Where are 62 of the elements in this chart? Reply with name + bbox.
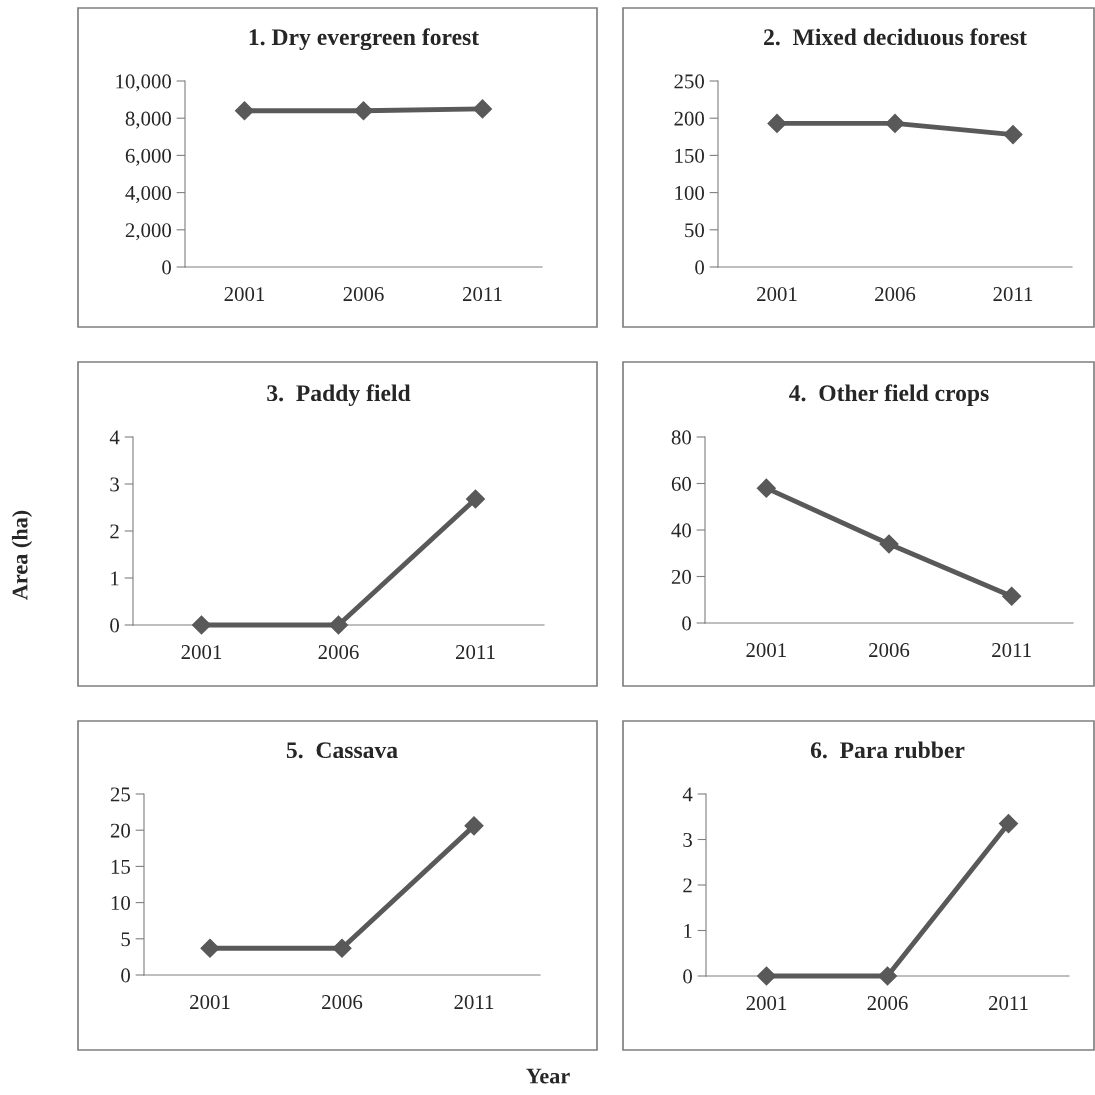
x-tick-label: 2001: [181, 645, 222, 660]
y-axis-title: Area (ha): [11, 510, 33, 600]
x-tick-label: 2001: [190, 995, 230, 1010]
x-tick-label: 2006: [875, 287, 916, 302]
x-tick-label: 2011: [455, 645, 495, 660]
point: [879, 534, 899, 554]
x-tick-label: 2011: [988, 996, 1028, 1011]
point: [756, 478, 776, 498]
x-axis-title: Year: [526, 1068, 570, 1084]
y-tick-label: 4,000: [125, 185, 172, 204]
y-tick-label: 4: [682, 787, 693, 802]
x-tick-label: 2011: [993, 287, 1033, 302]
y-tick-label: 3: [683, 832, 692, 847]
y-tick-label: 1: [684, 923, 692, 938]
y-tick-label: 80: [671, 430, 692, 445]
x-tick-label: 2006: [869, 643, 910, 658]
y-tick-label: 200: [674, 111, 705, 126]
x-tick-label: 2011: [462, 287, 502, 302]
y-tick-label: 6,000: [125, 148, 172, 166]
y-tick-label: 2,000: [125, 223, 172, 241]
y-tick-label: 0: [162, 260, 172, 275]
chart-title: 2. Mixed deciduous forest: [764, 28, 1027, 46]
y-tick-label: 4: [109, 430, 120, 445]
point: [1002, 586, 1022, 606]
y-tick-label: 0: [110, 618, 120, 633]
y-tick-label: 5: [121, 932, 130, 947]
y-tick-label: 10: [111, 895, 131, 911]
y-tick-label: 250: [674, 74, 705, 89]
x-tick-label: 2001: [746, 996, 787, 1011]
chart-title: 6. Para rubber: [810, 741, 965, 759]
y-tick-label: 2: [110, 524, 119, 539]
x-tick-label: 2006: [322, 995, 363, 1010]
x-tick-label: 2006: [318, 645, 359, 660]
y-tick-label: 0: [682, 616, 692, 631]
chart-title: 1. Dry evergreen forest: [249, 28, 479, 51]
chart-title: 5. Cassava: [286, 742, 398, 759]
x-tick-label: 2011: [992, 643, 1031, 658]
y-tick-label: 10,000: [116, 74, 172, 92]
x-tick-label: 2011: [454, 995, 494, 1010]
y-tick-label: 2: [683, 878, 692, 893]
y-tick-label: 150: [675, 148, 705, 163]
x-tick-label: 2001: [746, 643, 786, 658]
y-tick-label: 20: [110, 823, 131, 838]
y-tick-label: 0: [695, 260, 705, 275]
y-tick-label: 1: [111, 571, 119, 586]
y-tick-label: 0: [683, 969, 693, 984]
chart-title: 3. Paddy field: [267, 384, 411, 406]
x-tick-label: 2006: [867, 996, 908, 1011]
y-tick-label: 15: [111, 859, 130, 874]
y-tick-label: 25: [110, 787, 130, 802]
x-tick-label: 2006: [343, 287, 384, 302]
y-tick-label: 8,000: [125, 111, 172, 129]
y-tick-label: 0: [121, 968, 131, 983]
x-tick-label: 2001: [757, 287, 797, 302]
y-tick-label: 60: [671, 476, 692, 491]
y-tick-label: 40: [671, 523, 692, 538]
y-tick-label: 50: [685, 223, 705, 238]
y-tick-label: 20: [671, 569, 692, 584]
chart-title: 4. Other field crops: [789, 384, 989, 406]
x-tick-label: 2001: [224, 287, 265, 302]
y-tick-label: 100: [675, 185, 705, 201]
y-tick-label: 3: [110, 477, 119, 492]
